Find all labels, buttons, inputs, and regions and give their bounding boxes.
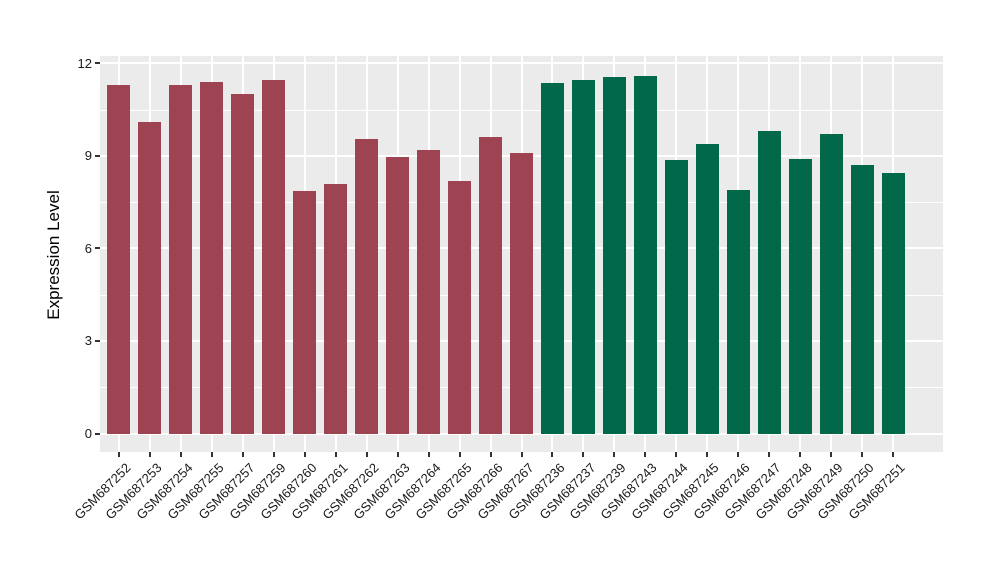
- bar-GSM687248: [788, 158, 812, 434]
- x-tick: [861, 452, 864, 457]
- x-tick: [737, 452, 740, 457]
- plot-panel: [100, 56, 943, 452]
- y-tick-label: 6: [84, 240, 92, 256]
- bar-GSM687236: [540, 83, 564, 434]
- x-tick: [210, 452, 213, 457]
- y-axis-title: Expression Level: [44, 190, 63, 320]
- x-tick: [117, 452, 120, 457]
- bar-GSM687262: [355, 138, 379, 434]
- bar-GSM687259: [262, 80, 286, 434]
- y-tick: [95, 154, 100, 157]
- y-tick: [95, 247, 100, 250]
- x-tick: [179, 452, 182, 457]
- x-tick: [148, 452, 151, 457]
- y-tick-label: 12: [77, 55, 92, 71]
- bar-GSM687260: [293, 191, 317, 434]
- gridline-minor: [100, 109, 943, 111]
- gridline-major: [100, 62, 943, 65]
- bar-GSM687245: [695, 143, 719, 434]
- y-tick: [95, 432, 100, 435]
- x-tick: [799, 452, 802, 457]
- gridline-major: [100, 432, 943, 435]
- x-tick: [582, 452, 585, 457]
- bar-GSM687257: [231, 94, 255, 434]
- x-tick: [675, 452, 678, 457]
- y-tick: [95, 339, 100, 342]
- x-tick: [768, 452, 771, 457]
- bar-GSM687261: [324, 183, 348, 434]
- x-tick: [706, 452, 709, 457]
- bar-GSM687250: [850, 165, 874, 434]
- x-tick: [520, 452, 523, 457]
- bar-GSM687252: [107, 84, 131, 434]
- bar-GSM687247: [757, 131, 781, 434]
- bar-GSM687243: [633, 75, 657, 434]
- x-tick: [241, 452, 244, 457]
- x-tick: [334, 452, 337, 457]
- x-tick: [613, 452, 616, 457]
- bar-GSM687264: [417, 149, 441, 434]
- bar-GSM687249: [819, 134, 843, 434]
- bar-GSM687255: [200, 81, 224, 434]
- x-tick: [830, 452, 833, 457]
- y-tick-label: 9: [84, 148, 92, 164]
- bar-GSM687251: [881, 172, 905, 434]
- bar-GSM687265: [448, 180, 471, 434]
- bar-GSM687254: [169, 84, 193, 434]
- x-tick: [303, 452, 306, 457]
- y-tick: [95, 62, 100, 65]
- bar-GSM687246: [726, 189, 750, 434]
- bar-GSM687253: [138, 121, 162, 434]
- y-tick-label: 0: [84, 426, 92, 441]
- y-tick-label: 3: [84, 333, 92, 349]
- x-tick: [458, 452, 461, 457]
- x-tick: [272, 452, 275, 457]
- bar-GSM687263: [386, 157, 410, 434]
- bar-GSM687266: [479, 137, 502, 434]
- bar-GSM687267: [510, 152, 533, 434]
- bar-GSM687244: [664, 160, 688, 434]
- bar-GSM687237: [571, 80, 595, 434]
- x-tick: [489, 452, 492, 457]
- x-tick: [551, 452, 554, 457]
- x-tick: [427, 452, 430, 457]
- x-tick: [396, 452, 399, 457]
- x-tick: [892, 452, 895, 457]
- x-tick: [365, 452, 368, 457]
- x-tick: [644, 452, 647, 457]
- bar-GSM687239: [602, 77, 626, 434]
